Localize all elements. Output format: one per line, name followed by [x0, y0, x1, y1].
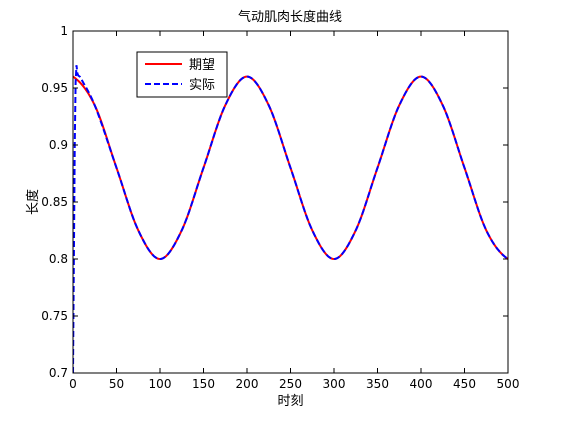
- x-tick-label: 100: [149, 377, 172, 391]
- y-tick-label: 0.95: [41, 81, 68, 95]
- legend-box: [136, 51, 228, 98]
- plot-lines: [73, 65, 508, 373]
- x-tick-label: 450: [453, 377, 476, 391]
- x-tick-label: 400: [410, 377, 433, 391]
- x-tick-label: 0: [69, 377, 77, 391]
- x-tick-label: 500: [497, 377, 520, 391]
- y-tick-label: 0.8: [49, 252, 68, 266]
- y-tick-label: 0.75: [41, 309, 68, 323]
- x-axis-title: 时刻: [277, 394, 303, 409]
- y-tick-label: 0.7: [49, 366, 68, 380]
- series-line-actual: [73, 65, 508, 373]
- legend-label: 实际: [189, 78, 215, 93]
- y-tick-label: 0.9: [49, 138, 68, 152]
- x-tick-label: 50: [109, 377, 124, 391]
- y-axis-title: 长度: [25, 189, 41, 215]
- y-tick-label: 0.85: [41, 195, 68, 209]
- axis-ticks: 0 50 100 150 200 250 300 350 400 450 500 0.7 0.75 0.8…: [41, 24, 519, 391]
- chart-title: 气动肌肉长度曲线: [238, 9, 342, 25]
- legend-label: 期望: [189, 57, 215, 73]
- x-tick-label: 300: [323, 377, 346, 391]
- x-tick-label: 200: [236, 377, 259, 391]
- x-tick-label: 150: [192, 377, 215, 391]
- x-tick-label: 350: [366, 377, 389, 391]
- y-tick-label: 1: [60, 24, 68, 38]
- x-tick-label: 250: [279, 377, 302, 391]
